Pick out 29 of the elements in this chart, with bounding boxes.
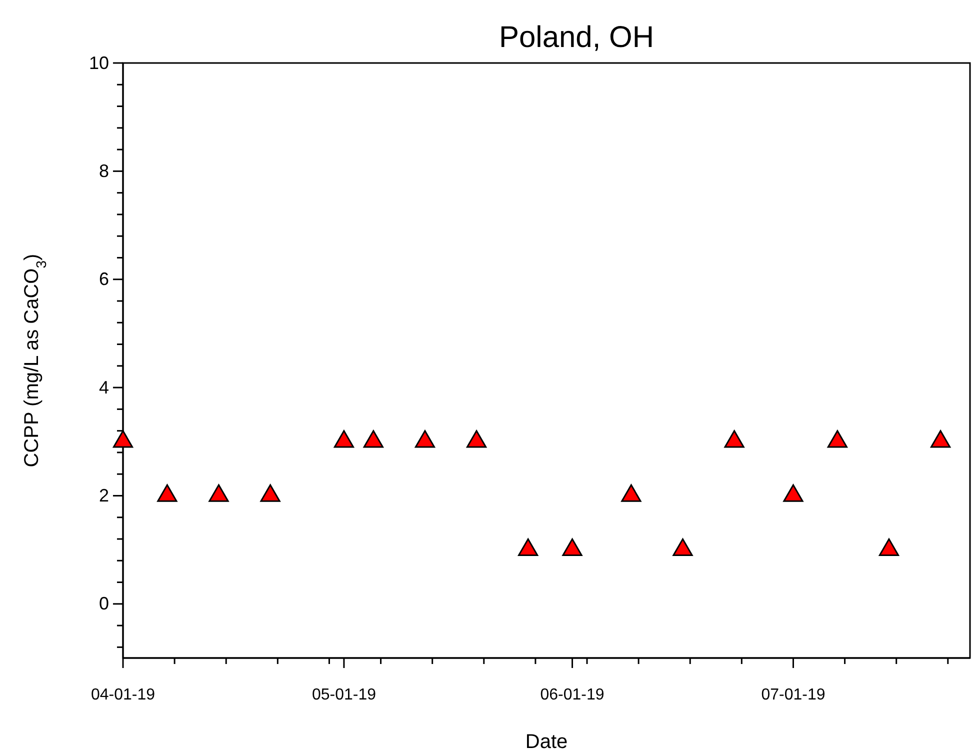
x-tick-label: 06-01-19 <box>540 686 604 704</box>
y-tick-label: 2 <box>98 485 109 506</box>
x-tick-label: 04-01-19 <box>90 686 156 704</box>
point <box>157 484 178 502</box>
point <box>112 430 134 448</box>
point <box>466 430 487 448</box>
point <box>827 430 848 448</box>
point <box>208 484 229 502</box>
y-tick-label: 0 <box>98 594 109 614</box>
x-tick-label: 05-01-19 <box>312 686 376 704</box>
point <box>672 538 693 556</box>
chart-title: Poland, OH <box>498 21 654 54</box>
point <box>724 430 744 448</box>
point <box>363 430 384 448</box>
point <box>562 538 582 556</box>
point <box>621 484 642 502</box>
point <box>260 484 280 502</box>
x-axis-title: Date <box>525 731 568 753</box>
point <box>878 538 900 556</box>
point <box>414 430 436 448</box>
y-tick-label: 4 <box>98 377 109 398</box>
point <box>518 538 538 556</box>
y-tick-label: 10 <box>88 52 109 73</box>
y-tick-label: 8 <box>98 160 109 181</box>
x-tick-label: 07-01-19 <box>761 686 826 704</box>
point <box>783 484 804 502</box>
y-tick-label: 6 <box>98 269 109 290</box>
point <box>930 430 951 448</box>
point <box>334 430 354 448</box>
